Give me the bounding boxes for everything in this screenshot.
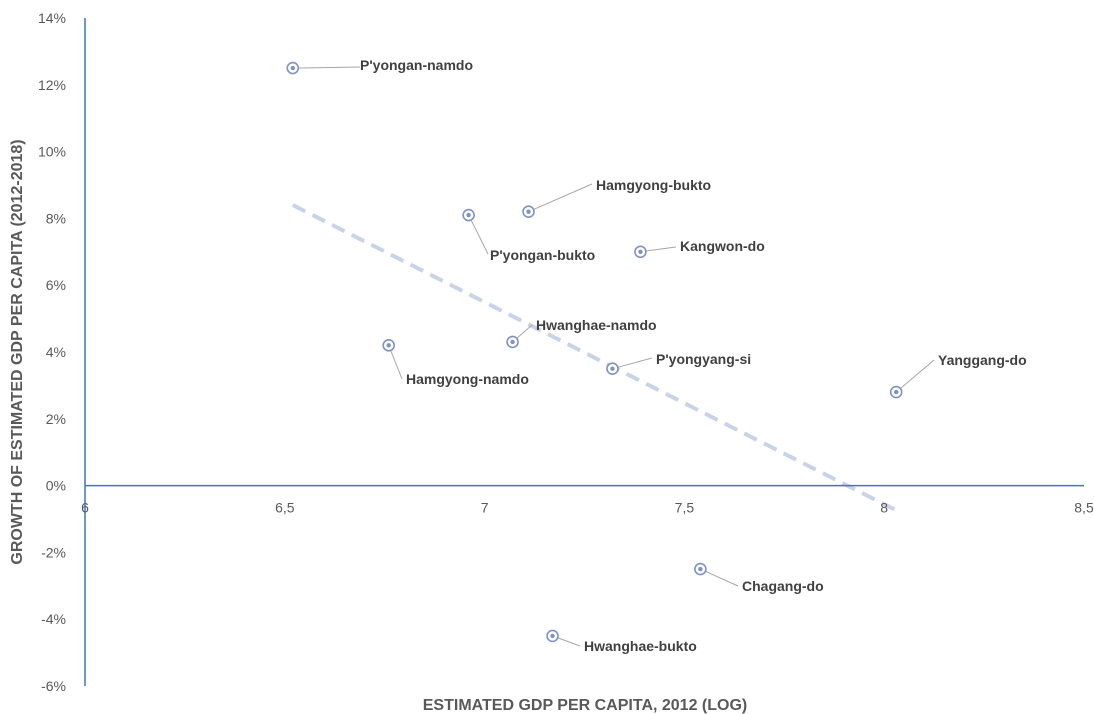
- data-point-center: [893, 389, 899, 395]
- x-tick-label: 6: [81, 500, 89, 516]
- x-tick-label: 7,5: [675, 500, 695, 516]
- data-point-center: [550, 633, 555, 639]
- point-label: Hamgyong-bukto: [596, 177, 711, 193]
- point-label: P'yongan-namdo: [360, 57, 473, 73]
- data-point-center: [698, 566, 703, 572]
- point-label: Yanggang-do: [938, 352, 1027, 368]
- data-point-center: [610, 366, 615, 371]
- y-tick-label: -4%: [41, 611, 66, 627]
- leader-line: [528, 183, 593, 213]
- point-label: P'yongyang-si: [656, 351, 751, 367]
- leader-line: [468, 214, 489, 255]
- y-tick-label: 0%: [46, 478, 66, 494]
- y-tick-label: 10%: [38, 144, 66, 160]
- leader-line: [895, 359, 935, 393]
- data-point-center: [526, 209, 531, 214]
- y-tick-label: -6%: [41, 678, 66, 694]
- point-label: Hamgyong-namdo: [406, 371, 529, 387]
- y-tick-label: 6%: [46, 277, 66, 293]
- leader-line: [700, 568, 739, 587]
- point-label: Hwanghae-namdo: [536, 317, 657, 333]
- x-tick-label: 8,5: [1074, 500, 1094, 516]
- data-point-center: [638, 249, 643, 254]
- point-label: Chagang-do: [742, 578, 824, 594]
- trendline: [291, 203, 902, 515]
- y-tick-label: -2%: [41, 544, 66, 560]
- data-point-center: [466, 212, 471, 218]
- y-tick-label: 8%: [46, 210, 66, 226]
- x-axis-title: ESTIMATED GDP PER CAPITA, 2012 (LOG): [423, 697, 748, 714]
- leader-line: [292, 66, 361, 69]
- leader-line: [612, 357, 653, 370]
- y-tick-label: 2%: [46, 411, 66, 427]
- x-tick-label: 7: [481, 500, 489, 516]
- point-label: Hwanghae-bukto: [584, 638, 697, 654]
- y-axis-title: GROWTH OF ESTIMATED GDP PER CAPITA (2012…: [9, 139, 26, 564]
- point-label: P'yongan-bukto: [490, 247, 595, 263]
- point-label: Kangwon-do: [680, 238, 765, 254]
- y-tick-label: 4%: [46, 344, 66, 360]
- x-tick-label: 8: [880, 500, 888, 516]
- data-point-center: [510, 339, 515, 345]
- y-tick-label: 14%: [38, 10, 66, 26]
- data-point-center: [290, 65, 295, 71]
- data-point-center: [386, 343, 391, 348]
- y-tick-label: 12%: [38, 77, 66, 93]
- x-tick-label: 6,5: [275, 500, 295, 516]
